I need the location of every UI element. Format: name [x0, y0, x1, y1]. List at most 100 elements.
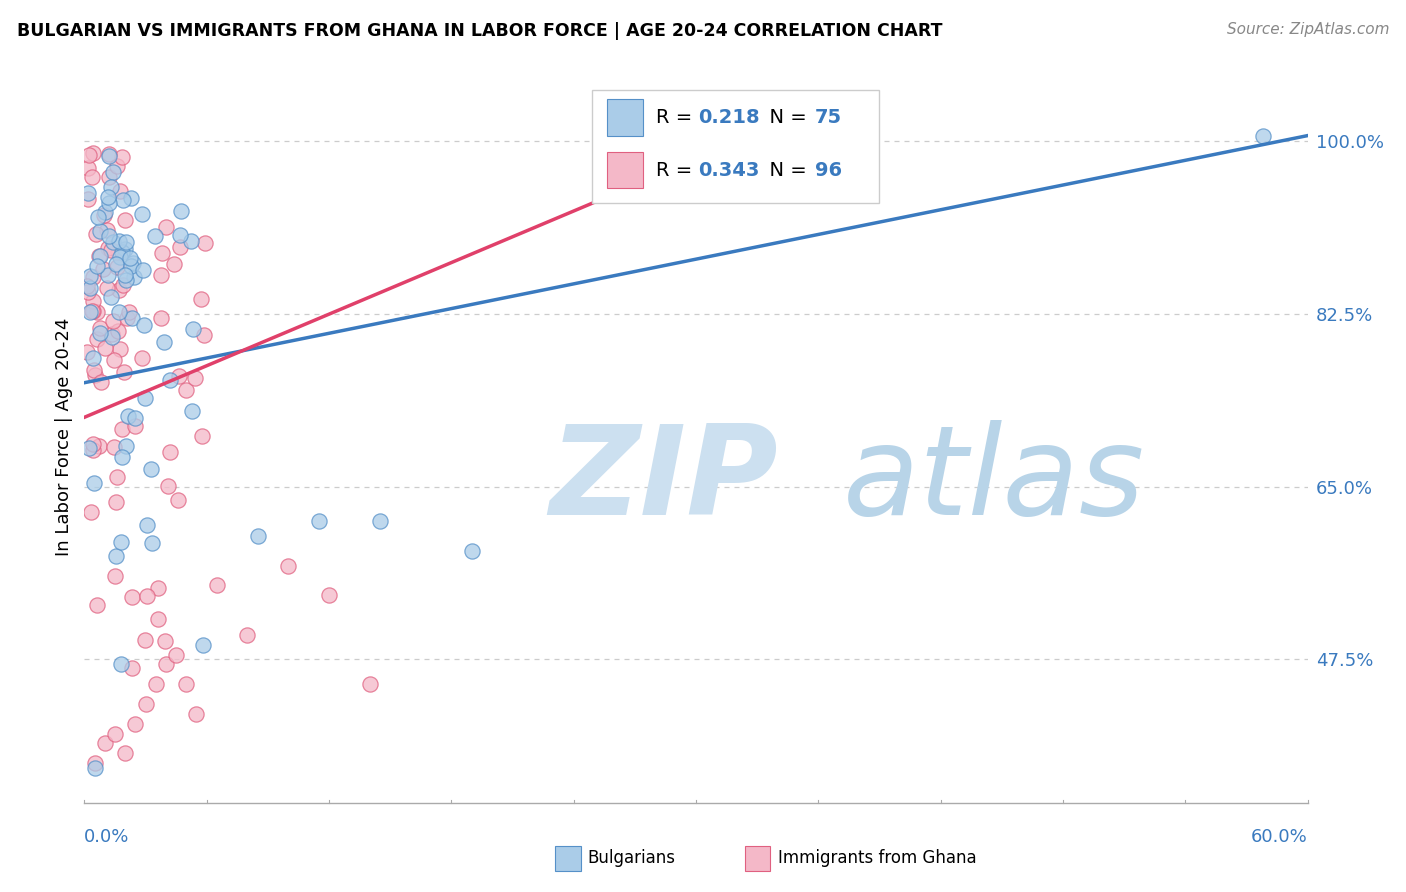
Point [82, 293, 104, 308]
Point [82, 146, 104, 161]
Point [121, 310, 143, 325]
Point [97, 241, 120, 255]
Point [163, 257, 186, 271]
Point [87, 440, 110, 454]
Point [89, 326, 111, 340]
Point [76, 192, 98, 206]
Point [96, 223, 118, 237]
Text: Bulgarians: Bulgarians [588, 849, 676, 867]
Point [169, 228, 191, 243]
Text: ZIP: ZIP [550, 420, 778, 541]
Point [82, 351, 104, 365]
Point [97, 149, 120, 163]
Point [194, 235, 217, 250]
Point [97, 268, 120, 283]
Bar [606, 152, 644, 188]
Point [105, 260, 128, 274]
Point [111, 278, 134, 293]
Point [107, 324, 129, 338]
Point [114, 242, 136, 256]
Bar [606, 99, 644, 136]
Point [108, 284, 131, 298]
Point [101, 330, 124, 344]
Point [96, 281, 118, 295]
Text: R =: R = [655, 108, 699, 127]
Point [84, 227, 107, 241]
Point [101, 326, 124, 341]
Point [122, 269, 145, 284]
Point [165, 648, 187, 662]
Text: Source: ZipAtlas.com: Source: ZipAtlas.com [1226, 22, 1389, 37]
Point [236, 628, 259, 642]
Point [89, 249, 111, 263]
Point [111, 421, 134, 435]
Point [157, 478, 180, 492]
Point [97, 169, 120, 184]
Text: N =: N = [758, 161, 813, 179]
Point [114, 272, 136, 286]
Point [82, 437, 104, 451]
Point [120, 259, 142, 273]
Point [246, 529, 269, 543]
Point [184, 370, 207, 384]
Point [205, 578, 228, 592]
Point [115, 439, 138, 453]
Point [190, 429, 212, 443]
Point [1251, 128, 1274, 143]
Point [103, 569, 125, 583]
Point [132, 318, 155, 333]
Point [77, 285, 100, 299]
Point [115, 235, 138, 250]
Point [141, 462, 163, 476]
Point [82, 303, 104, 318]
Y-axis label: In Labor Force | Age 20-24: In Labor Force | Age 20-24 [55, 318, 73, 557]
Point [191, 638, 214, 652]
Point [111, 244, 134, 259]
Text: 75: 75 [814, 108, 842, 127]
Text: 60.0%: 60.0% [1251, 828, 1308, 846]
Point [186, 706, 208, 721]
Point [76, 161, 98, 175]
Point [83, 756, 105, 771]
Point [108, 184, 131, 198]
Point [135, 590, 157, 604]
Point [131, 263, 153, 277]
Text: 0.0%: 0.0% [84, 828, 129, 846]
Point [82, 170, 104, 185]
Point [98, 147, 121, 161]
Point [114, 268, 136, 282]
Point [105, 549, 128, 563]
Point [180, 235, 202, 249]
Point [118, 252, 141, 266]
Point [104, 494, 127, 508]
Point [159, 445, 181, 459]
Point [318, 588, 340, 602]
Point [134, 633, 156, 648]
Point [94, 204, 117, 219]
Point [108, 235, 131, 249]
Point [90, 375, 112, 389]
Point [103, 235, 125, 249]
Point [100, 290, 122, 304]
Point [136, 517, 159, 532]
Point [170, 204, 193, 219]
Point [83, 363, 105, 377]
Point [117, 409, 139, 424]
Point [155, 657, 177, 672]
Point [104, 726, 127, 740]
Point [115, 311, 138, 326]
Point [131, 351, 153, 366]
Point [89, 249, 111, 263]
Point [167, 492, 190, 507]
Text: N =: N = [758, 108, 813, 127]
Point [77, 442, 100, 456]
Point [174, 677, 197, 691]
Point [84, 368, 107, 383]
Point [100, 180, 122, 194]
Point [146, 612, 169, 626]
Point [121, 590, 143, 604]
Point [124, 418, 146, 433]
Point [82, 269, 104, 284]
Point [105, 469, 128, 483]
Point [93, 208, 115, 222]
